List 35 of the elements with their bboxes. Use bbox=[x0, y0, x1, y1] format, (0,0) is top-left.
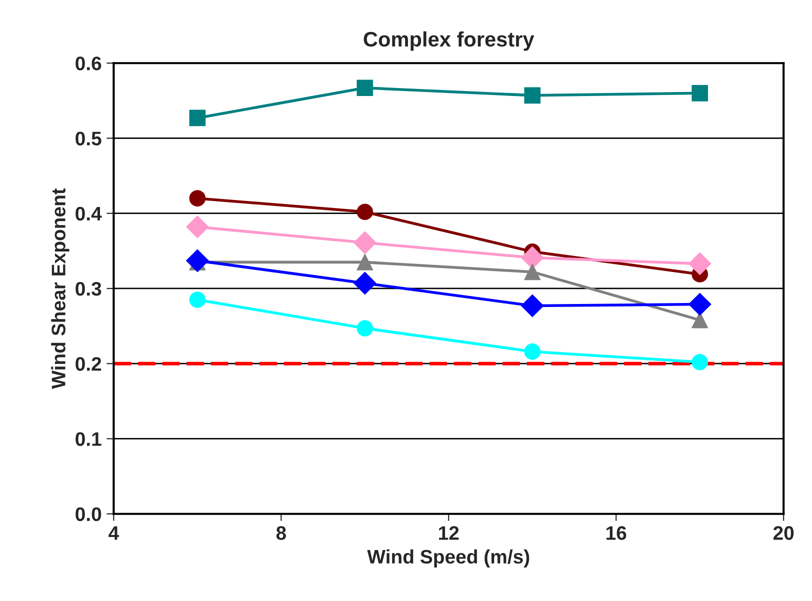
point bbox=[356, 204, 374, 220]
x-tick-label: 12 bbox=[439, 526, 459, 540]
point bbox=[189, 292, 206, 308]
point bbox=[521, 246, 544, 269]
point bbox=[354, 231, 376, 254]
point bbox=[356, 80, 374, 96]
y-tick-label: 0.2 bbox=[76, 357, 102, 371]
point bbox=[521, 294, 544, 318]
point bbox=[524, 343, 541, 360]
y-tick-label: 0.0 bbox=[76, 507, 102, 522]
x-tick-label: 8 bbox=[276, 526, 286, 540]
point bbox=[692, 354, 708, 370]
point bbox=[186, 216, 209, 238]
y-tick-label: 0.6 bbox=[76, 56, 102, 70]
point bbox=[692, 84, 708, 102]
y-tick-label: 0.1 bbox=[76, 432, 102, 446]
point bbox=[189, 190, 206, 206]
point bbox=[354, 272, 376, 295]
point bbox=[186, 249, 209, 272]
x-tick-label: 16 bbox=[606, 526, 626, 540]
chart-title: Complex forestry bbox=[364, 31, 534, 51]
point bbox=[356, 254, 374, 270]
y-tick-label: 0.5 bbox=[76, 132, 102, 146]
x-axis-title: Wind Speed (m/s) bbox=[367, 549, 530, 568]
point bbox=[524, 87, 541, 104]
y-tick-label: 0.4 bbox=[76, 206, 102, 221]
point bbox=[189, 110, 206, 126]
point bbox=[688, 292, 712, 316]
y-axis-title: Wind Shear Exponent bbox=[51, 188, 70, 389]
point bbox=[356, 320, 374, 336]
x-tick-label: 4 bbox=[108, 526, 119, 540]
y-tick-label: 0.3 bbox=[76, 282, 102, 296]
point bbox=[688, 252, 712, 276]
x-tick-label: 20 bbox=[773, 526, 794, 540]
point bbox=[524, 264, 541, 280]
